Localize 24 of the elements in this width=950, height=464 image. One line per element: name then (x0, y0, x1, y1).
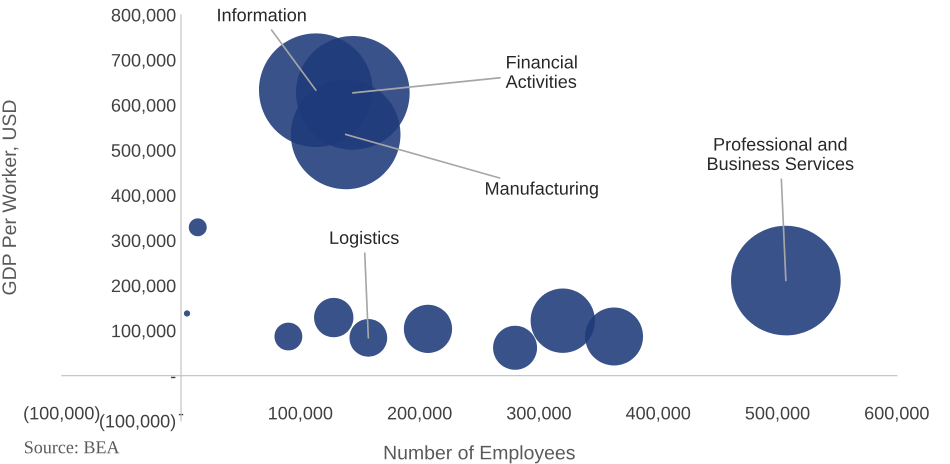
y-tick-label: 100,000 (112, 324, 176, 340)
x-tick-label: 200,000 (388, 406, 452, 422)
x-tick-label: (100,000) (24, 406, 100, 424)
annotation: Professional and Business Services (708, 137, 854, 170)
y-tick-label: 200,000 (112, 279, 176, 294)
y-axis-title: GDP Per Worker, USD (2, 100, 18, 295)
annotation: Logistics (330, 230, 399, 248)
annotation: Financial Activities (506, 55, 577, 88)
y-tick-label: 400,000 (111, 189, 176, 204)
x-tick-label: 400,000 (626, 406, 690, 422)
x-tick-label: 100,000 (269, 406, 332, 422)
source-note: Source: BEA (24, 441, 120, 454)
x-axis-title: Number of Employees (384, 445, 575, 464)
y-tick-label: 300,000 (112, 234, 176, 250)
y-tick-label: 700,000 (112, 54, 176, 69)
y-tick-label: 500,000 (112, 144, 176, 160)
y-tick-label: - (170, 376, 176, 378)
y-tick-label: 800,000 (112, 8, 176, 24)
annotation: Manufacturing (486, 182, 598, 198)
x-tick-label: 500,000 (746, 406, 810, 422)
annotation: Information (218, 8, 306, 22)
x-tick-label: 300,000 (506, 406, 571, 422)
x-tick-label: 600,000 (865, 406, 929, 422)
y-tick-label: 600,000 (112, 99, 176, 114)
